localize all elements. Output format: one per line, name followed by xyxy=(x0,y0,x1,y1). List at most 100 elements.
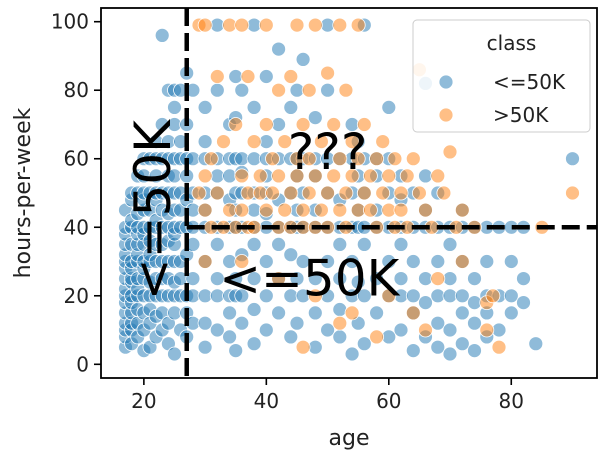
point-gt50k xyxy=(479,322,495,338)
point-le50k xyxy=(154,28,170,43)
point-le50k xyxy=(442,322,458,338)
point-gt50k xyxy=(283,69,299,84)
point-le50k xyxy=(454,336,470,352)
point-le50k xyxy=(381,100,397,115)
point-gt50k xyxy=(454,202,470,218)
point-gt50k xyxy=(203,151,219,167)
point-gt50k xyxy=(362,202,378,218)
point-gt50k xyxy=(197,168,213,184)
point-gt50k xyxy=(332,151,348,167)
point-le50k xyxy=(246,236,262,252)
point-le50k xyxy=(209,322,225,338)
y-tick-label: 100 xyxy=(51,10,89,34)
point-le50k xyxy=(197,339,213,355)
point-le50k xyxy=(381,254,397,269)
point-gt50k xyxy=(350,151,366,167)
point-le50k xyxy=(430,339,446,355)
point-gt50k xyxy=(344,168,360,184)
point-le50k xyxy=(467,343,482,359)
point-le50k xyxy=(332,236,348,252)
point-gt50k xyxy=(338,185,354,201)
point-gt50k xyxy=(332,315,348,331)
point-le50k xyxy=(503,288,519,304)
point-le50k xyxy=(479,254,495,269)
point-le50k xyxy=(503,254,519,269)
point-le50k xyxy=(430,254,446,269)
point-gt50k xyxy=(289,168,305,184)
point-le50k xyxy=(271,117,287,132)
point-le50k xyxy=(234,315,250,331)
plot-frame xyxy=(100,7,598,379)
point-le50k xyxy=(228,271,244,287)
point-gt50k xyxy=(375,185,391,201)
point-gt50k xyxy=(234,202,250,218)
x-axis-ticks: 20 40 60 80 xyxy=(131,378,524,413)
point-gt50k xyxy=(332,202,348,218)
point-gt50k xyxy=(320,185,336,201)
point-le50k xyxy=(197,315,213,331)
point-le50k xyxy=(356,288,372,304)
point-gt50k xyxy=(418,202,433,218)
point-le50k xyxy=(222,329,238,345)
point-gt50k xyxy=(197,202,213,218)
point-le50k xyxy=(405,343,421,359)
point-gt50k xyxy=(369,329,385,345)
point-le50k xyxy=(442,346,458,362)
point-le50k xyxy=(454,305,470,321)
point-gt50k xyxy=(565,185,580,201)
y-axis-title: hours-per-week xyxy=(11,107,36,278)
point-le50k xyxy=(418,295,433,311)
point-gt50k xyxy=(393,202,409,218)
point-gt50k xyxy=(430,168,446,184)
y-tick-label: 0 xyxy=(76,352,89,376)
point-gt50k xyxy=(277,134,293,150)
point-gt50k xyxy=(246,134,262,150)
point-gt50k xyxy=(320,65,336,81)
point-le50k xyxy=(307,271,323,287)
point-gt50k xyxy=(240,69,256,84)
point-le50k xyxy=(234,82,250,98)
point-gt50k xyxy=(326,117,342,132)
x-axis-title: age xyxy=(329,426,370,451)
point-gt50k xyxy=(216,134,231,150)
point-gt50k xyxy=(387,151,403,167)
point-le50k xyxy=(197,100,213,115)
point-gt50k xyxy=(307,168,323,184)
point-le50k xyxy=(393,271,409,287)
point-le50k xyxy=(246,100,262,115)
point-le50k xyxy=(356,236,372,252)
point-le50k xyxy=(234,288,250,304)
point-le50k xyxy=(393,236,409,252)
point-gt50k xyxy=(405,151,421,167)
point-gt50k xyxy=(234,168,250,184)
point-le50k xyxy=(369,305,385,321)
point-gt50k xyxy=(436,185,452,201)
point-gt50k xyxy=(252,168,268,184)
point-gt50k xyxy=(399,168,415,184)
point-gt50k xyxy=(197,254,213,269)
point-le50k xyxy=(283,100,299,115)
point-gt50k xyxy=(295,117,311,132)
y-tick-label: 80 xyxy=(64,78,89,102)
point-gt50k xyxy=(405,305,421,321)
point-le50k xyxy=(258,254,274,269)
point-le50k xyxy=(454,288,470,304)
legend-label-gt50k: >50K xyxy=(493,103,549,127)
point-le50k xyxy=(167,100,182,115)
x-tick-label: 20 xyxy=(131,389,156,413)
point-gt50k xyxy=(418,322,433,338)
point-gt50k xyxy=(265,185,280,201)
x-tick-label: 40 xyxy=(254,389,279,413)
point-gt50k xyxy=(209,185,225,201)
point-gt50k xyxy=(258,17,274,33)
point-gt50k xyxy=(430,271,446,287)
point-le50k xyxy=(405,254,421,269)
point-gt50k xyxy=(209,69,225,84)
point-le50k xyxy=(393,322,409,338)
point-le50k xyxy=(271,305,287,321)
point-le50k xyxy=(332,271,348,287)
point-gt50k xyxy=(381,168,397,184)
data-points xyxy=(118,17,580,362)
point-gt50k xyxy=(191,185,207,201)
